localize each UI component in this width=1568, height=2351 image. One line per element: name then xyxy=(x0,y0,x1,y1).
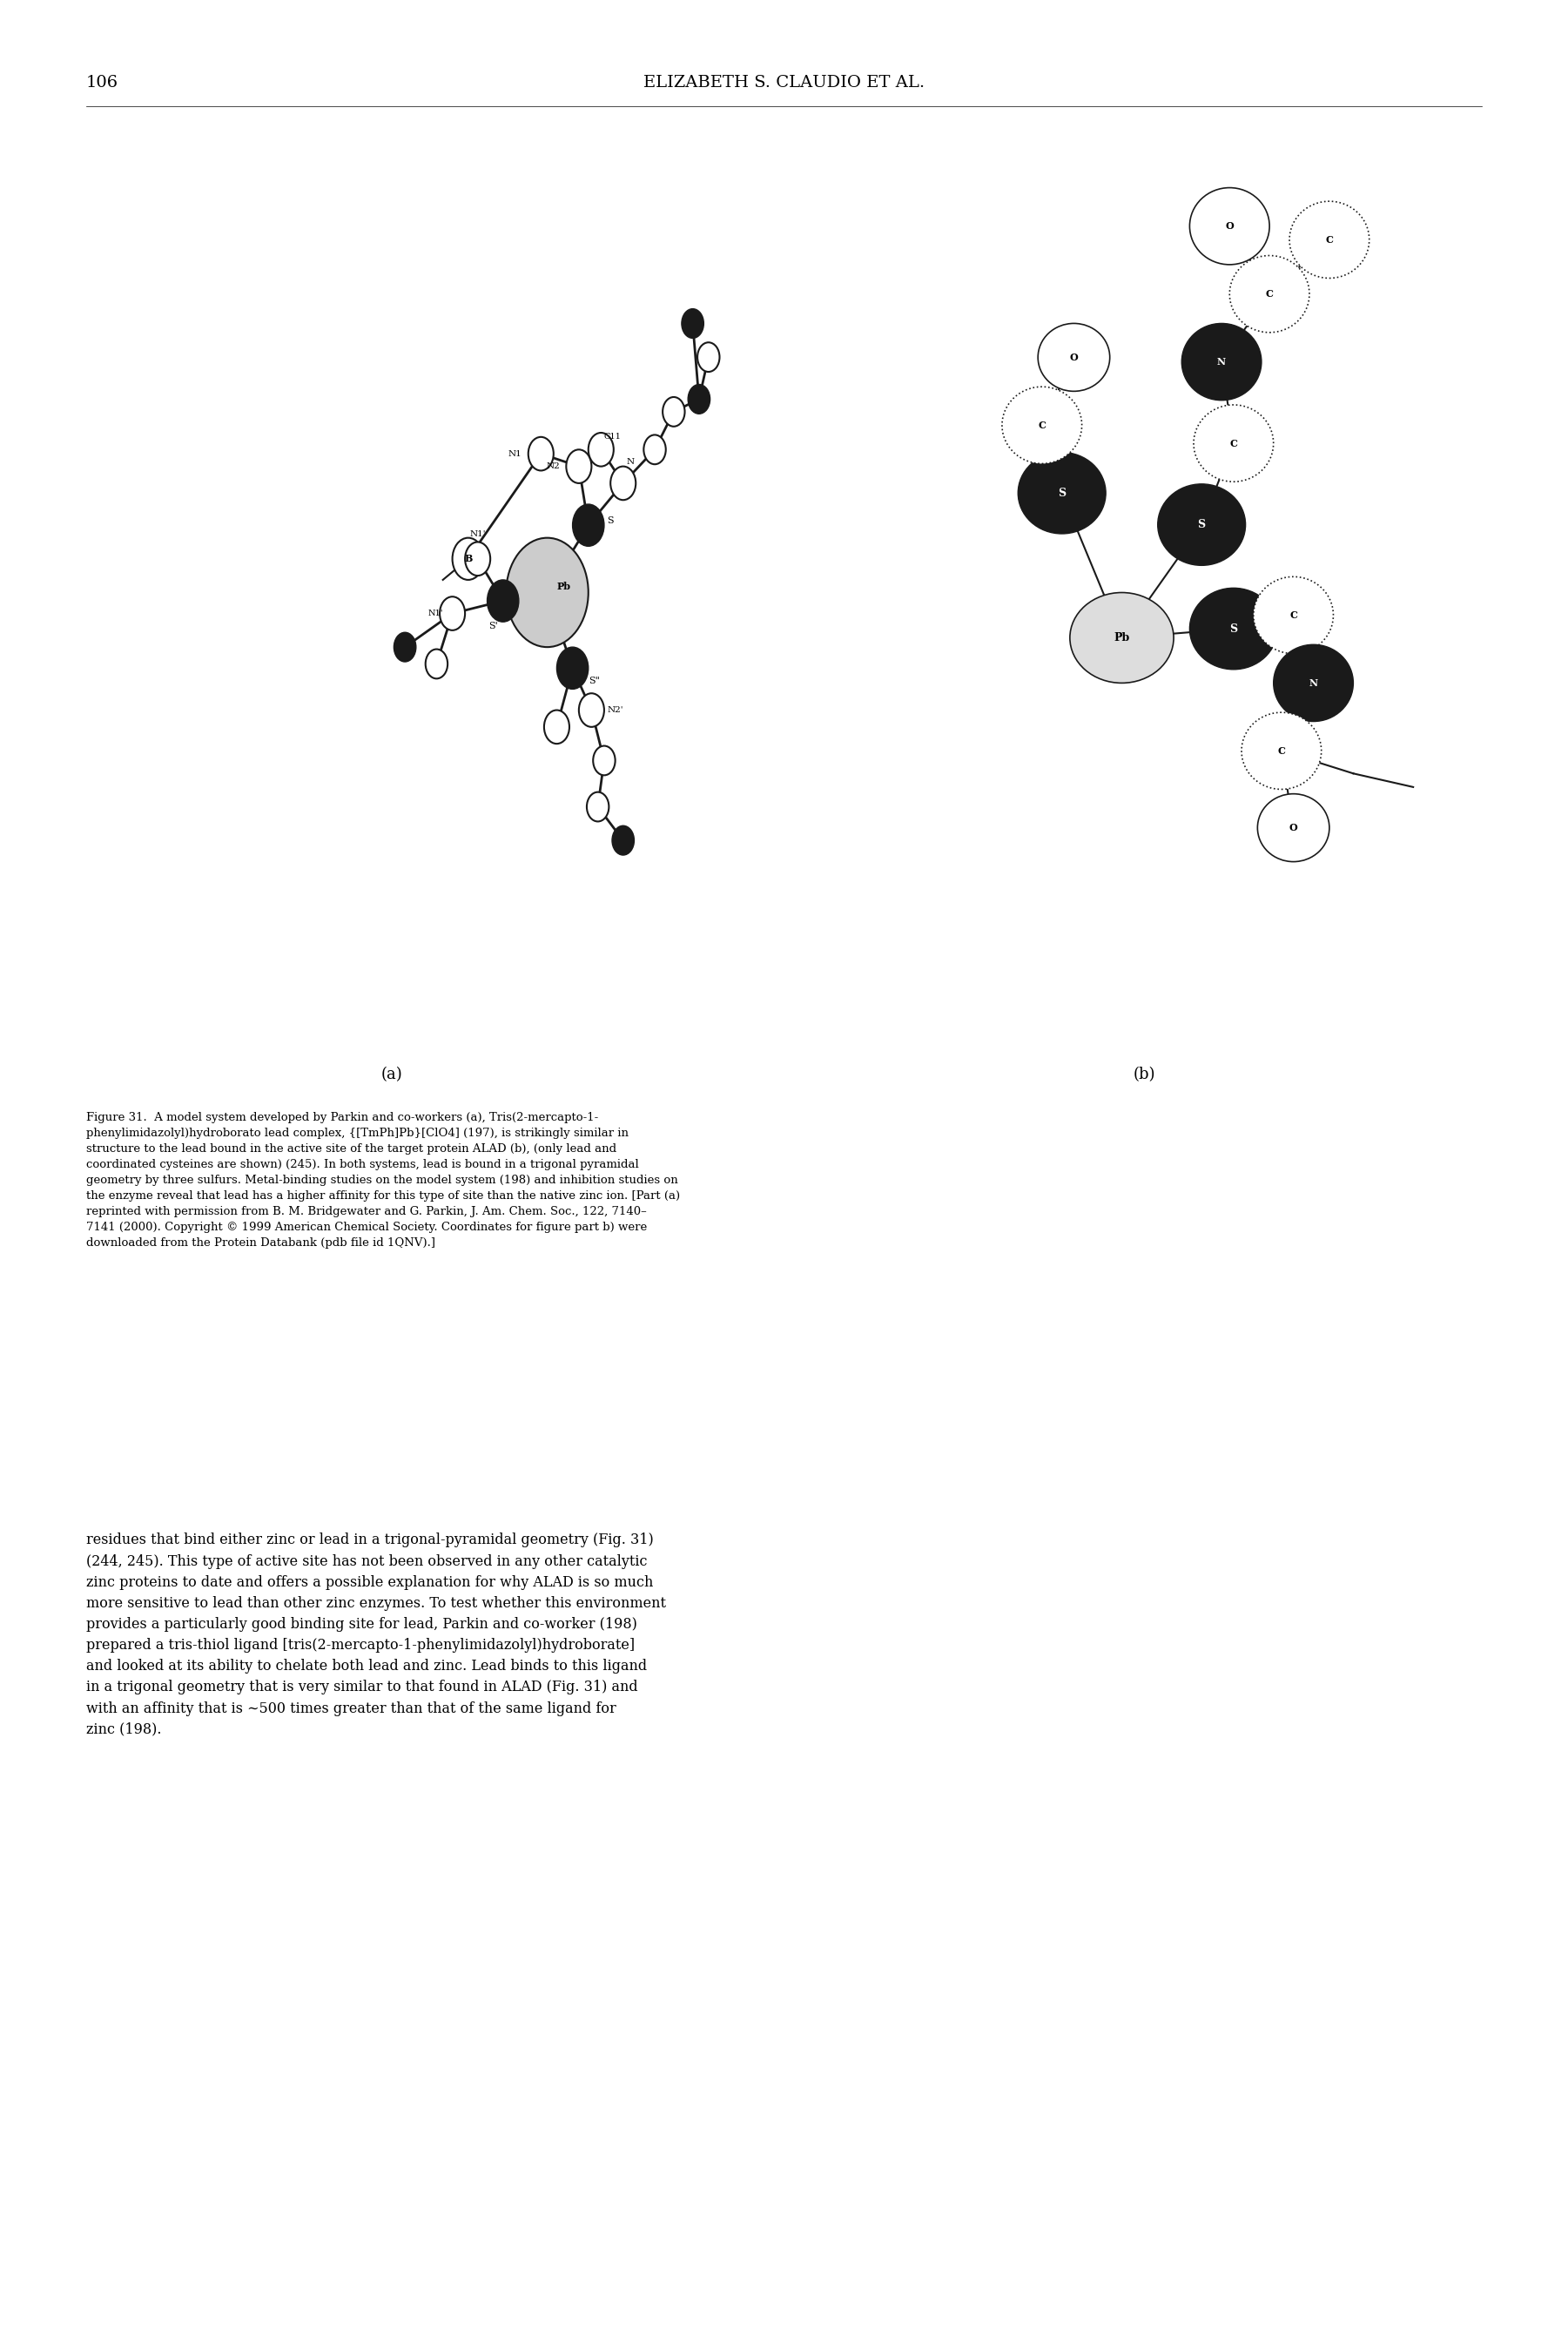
Text: C: C xyxy=(1265,289,1273,299)
Text: N1: N1 xyxy=(508,449,522,458)
Circle shape xyxy=(394,632,416,661)
Text: S: S xyxy=(1198,520,1206,531)
Text: N: N xyxy=(626,458,633,465)
Text: (b): (b) xyxy=(1134,1067,1156,1081)
Circle shape xyxy=(610,465,635,501)
Text: C11: C11 xyxy=(604,433,621,442)
Circle shape xyxy=(698,343,720,371)
Circle shape xyxy=(593,745,615,776)
Text: N2': N2' xyxy=(607,705,624,715)
Circle shape xyxy=(566,449,591,484)
Text: C: C xyxy=(1278,745,1286,755)
Text: (a): (a) xyxy=(381,1067,403,1081)
Ellipse shape xyxy=(1193,404,1273,482)
Text: N2: N2 xyxy=(546,463,560,470)
Circle shape xyxy=(528,437,554,470)
Ellipse shape xyxy=(1182,324,1262,400)
Text: C: C xyxy=(1325,235,1333,245)
Text: S: S xyxy=(607,517,615,524)
Circle shape xyxy=(688,386,710,414)
Text: S: S xyxy=(1058,487,1066,498)
Circle shape xyxy=(586,792,608,820)
Text: N1': N1' xyxy=(469,529,486,538)
Text: 106: 106 xyxy=(86,75,119,89)
Ellipse shape xyxy=(1190,588,1278,670)
Text: Pb: Pb xyxy=(1113,632,1129,644)
Text: O: O xyxy=(1225,221,1234,230)
Circle shape xyxy=(466,543,491,576)
Ellipse shape xyxy=(1038,324,1110,390)
Circle shape xyxy=(488,581,519,623)
Ellipse shape xyxy=(1157,484,1245,564)
Circle shape xyxy=(506,538,588,647)
Text: B: B xyxy=(464,555,472,564)
Ellipse shape xyxy=(1273,644,1353,722)
Ellipse shape xyxy=(1289,202,1369,277)
Ellipse shape xyxy=(1069,592,1174,684)
Circle shape xyxy=(579,694,604,726)
Text: N: N xyxy=(1217,357,1226,367)
Circle shape xyxy=(588,433,613,465)
Circle shape xyxy=(439,597,466,630)
Ellipse shape xyxy=(1242,712,1322,790)
Ellipse shape xyxy=(1190,188,1270,266)
Text: residues that bind either zinc or lead in a trigonal-pyramidal geometry (Fig. 31: residues that bind either zinc or lead i… xyxy=(86,1533,666,1737)
Text: O: O xyxy=(1069,353,1079,362)
Ellipse shape xyxy=(1229,256,1309,331)
Circle shape xyxy=(644,435,666,463)
Circle shape xyxy=(557,647,588,689)
Text: ELIZABETH S. CLAUDIO ET AL.: ELIZABETH S. CLAUDIO ET AL. xyxy=(643,75,925,89)
Circle shape xyxy=(663,397,685,426)
Text: C: C xyxy=(1289,611,1297,621)
Text: N1': N1' xyxy=(428,609,442,618)
Text: S: S xyxy=(1229,623,1237,635)
Ellipse shape xyxy=(1018,451,1105,534)
Text: C: C xyxy=(1038,421,1046,430)
Text: O: O xyxy=(1289,823,1298,832)
Text: C: C xyxy=(1229,440,1237,449)
Text: Figure 31.  A model system developed by Parkin and co-workers (a), Tris(2-mercap: Figure 31. A model system developed by P… xyxy=(86,1112,681,1248)
Circle shape xyxy=(612,825,633,856)
Circle shape xyxy=(682,308,704,339)
Text: S': S' xyxy=(489,621,499,630)
Text: N: N xyxy=(1309,677,1317,689)
Ellipse shape xyxy=(1258,795,1330,863)
Circle shape xyxy=(572,503,604,545)
Ellipse shape xyxy=(1253,576,1333,654)
Circle shape xyxy=(544,710,569,743)
Ellipse shape xyxy=(1002,386,1082,463)
Text: Pb: Pb xyxy=(557,581,571,590)
Circle shape xyxy=(425,649,447,679)
Text: S": S" xyxy=(588,677,599,684)
Circle shape xyxy=(453,538,485,581)
